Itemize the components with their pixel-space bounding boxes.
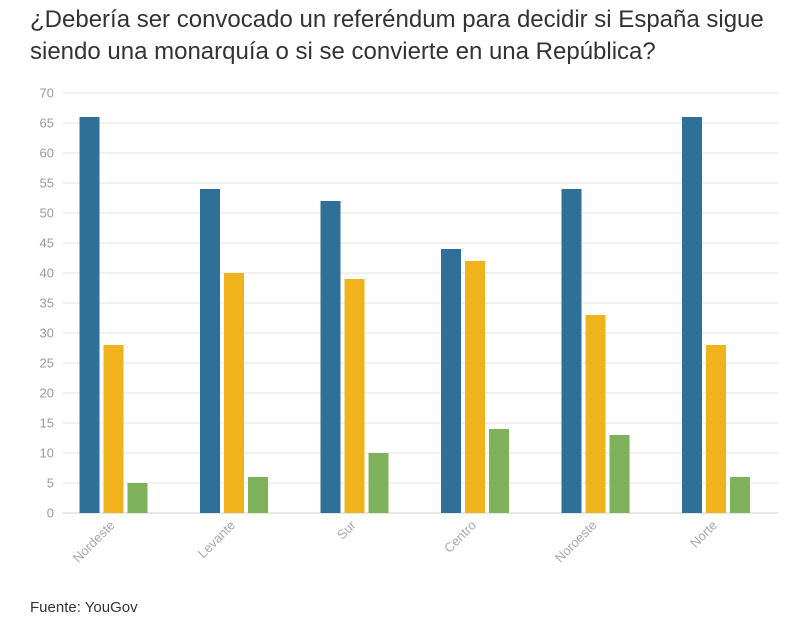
- y-tick-label: 0: [47, 506, 54, 521]
- y-tick-label: 60: [40, 146, 54, 161]
- y-tick-label: 5: [47, 476, 54, 491]
- x-category-label: Centro: [441, 518, 479, 556]
- y-tick-label: 50: [40, 206, 54, 221]
- y-tick-label: 10: [40, 446, 54, 461]
- bar: [730, 477, 750, 513]
- x-category-label: Noroeste: [552, 518, 600, 566]
- bar: [489, 429, 509, 513]
- bar: [200, 189, 220, 513]
- bar: [585, 315, 606, 513]
- y-tick-label: 35: [40, 296, 54, 311]
- y-tick-label: 20: [40, 386, 54, 401]
- y-tick-label: 70: [40, 86, 54, 101]
- x-axis-categories: Nordeste Levante Sur Centro Noroeste Norte: [70, 517, 720, 565]
- bar: [79, 117, 100, 513]
- x-category-label: Levante: [195, 518, 238, 561]
- bar: [368, 453, 389, 513]
- y-tick-label: 30: [40, 326, 54, 341]
- y-tick-label: 65: [40, 116, 54, 131]
- bar: [441, 249, 461, 513]
- bar: [127, 483, 148, 513]
- bar: [248, 477, 268, 513]
- y-axis-ticks: 0 5 10 15 20 25 30 35 40 45 50 55 60 65 70: [40, 86, 54, 521]
- bar: [344, 279, 365, 513]
- y-tick-label: 40: [40, 266, 54, 281]
- x-category-label: Sur: [334, 517, 359, 542]
- bar: [706, 345, 726, 513]
- chart-title: ¿Debería ser convocado un referéndum par…: [30, 6, 764, 65]
- bar: [609, 435, 630, 513]
- gridlines: [63, 92, 778, 514]
- bar: [320, 201, 341, 513]
- bar: [465, 261, 485, 513]
- x-category-label: Norte: [687, 518, 720, 551]
- x-category-label: Nordeste: [70, 518, 118, 566]
- source-note: Fuente: YouGov: [30, 599, 138, 616]
- bar: [561, 189, 582, 513]
- bar: [103, 345, 124, 513]
- y-tick-label: 25: [40, 356, 54, 371]
- bar: [682, 117, 702, 513]
- y-tick-label: 45: [40, 236, 54, 251]
- y-tick-label: 15: [40, 416, 54, 431]
- bar: [224, 273, 244, 513]
- bar-chart: 0 5 10 15 20 25 30 35 40 45 50 55 60 65 70 Nordeste Lev…: [40, 86, 778, 565]
- y-tick-label: 55: [40, 176, 54, 191]
- bars: [79, 117, 750, 513]
